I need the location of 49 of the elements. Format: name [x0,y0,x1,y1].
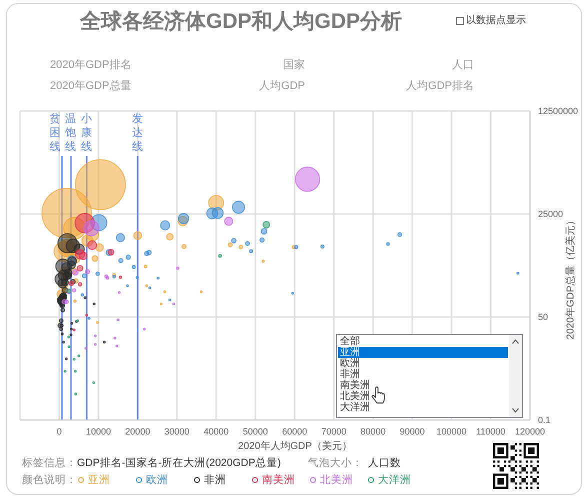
ref-line-label: 小康线 [81,112,92,153]
text: 人口数 [368,456,401,470]
x-tick-label: 50000 [242,426,268,436]
legend-label: 大洋洲 [378,473,411,487]
legend-label: 亚洲 [88,473,110,487]
x-tick-label: 80000 [360,426,386,436]
y-tick-label: 12500000 [538,106,578,116]
annotation: 亚洲 [338,347,508,358]
annotation: 大洋洲 [339,402,371,413]
legend-label: 非洲 [204,473,226,487]
ref-line-label: 发达线 [132,113,144,153]
chart-title: 全球各经济体GDP和人均GDP分析 [80,8,402,35]
text: 人均GDP [259,79,305,93]
text: 标签信息： [22,456,77,470]
text: 颜色说明： [22,473,77,487]
y-axis-title: 2020年GDP总量（亿美元） [564,216,576,340]
x-tick-label: 40000 [204,426,229,436]
ref-line-label: 贫困线 [50,112,60,153]
x-tick-label: 60000 [282,426,308,436]
annotation: 北美洲 [339,391,371,402]
text: 人口 [452,58,474,72]
annotation: 非洲 [339,369,360,380]
x-tick-label: 10000 [86,426,111,436]
text: 以数据点显示 [466,14,526,28]
text: 2020年GDP排名 [50,58,132,72]
y-tick-label: 25000 [538,209,564,220]
x-tick-label: 120000 [514,426,546,436]
x-tick-label: 90000 [400,426,425,436]
text: 2020年GDP总量 [50,79,132,93]
x-tick-label: 70000 [321,426,346,436]
text: 国家 [283,58,305,72]
text: 气泡大小： [308,456,363,470]
text: GDP排名-国家名-所在大洲(2020GDP总量) [77,456,281,470]
annotation: 欧洲 [339,358,361,369]
y-tick-label: 50 [538,312,548,322]
legend-label: 北美洲 [320,473,353,487]
x-axis-title: 2020年人均GDP（美元） [238,440,352,452]
text: 人均GDP排名 [406,79,474,93]
annotation: 南美洲 [339,380,371,391]
x-tick-label: 110000 [476,426,506,436]
annotation: 全部 [339,336,361,347]
legend-label: 欧洲 [146,473,168,487]
x-tick-label: 30000 [164,426,190,436]
x-tick-label: 20000 [125,426,150,436]
ref-line-label: 温饱线 [64,113,76,153]
x-tick-label: 0 [56,426,62,436]
y-tick-label: 0.1 [538,415,551,426]
legend-label: 南美洲 [262,473,295,487]
x-tick-label: 100000 [436,426,467,436]
